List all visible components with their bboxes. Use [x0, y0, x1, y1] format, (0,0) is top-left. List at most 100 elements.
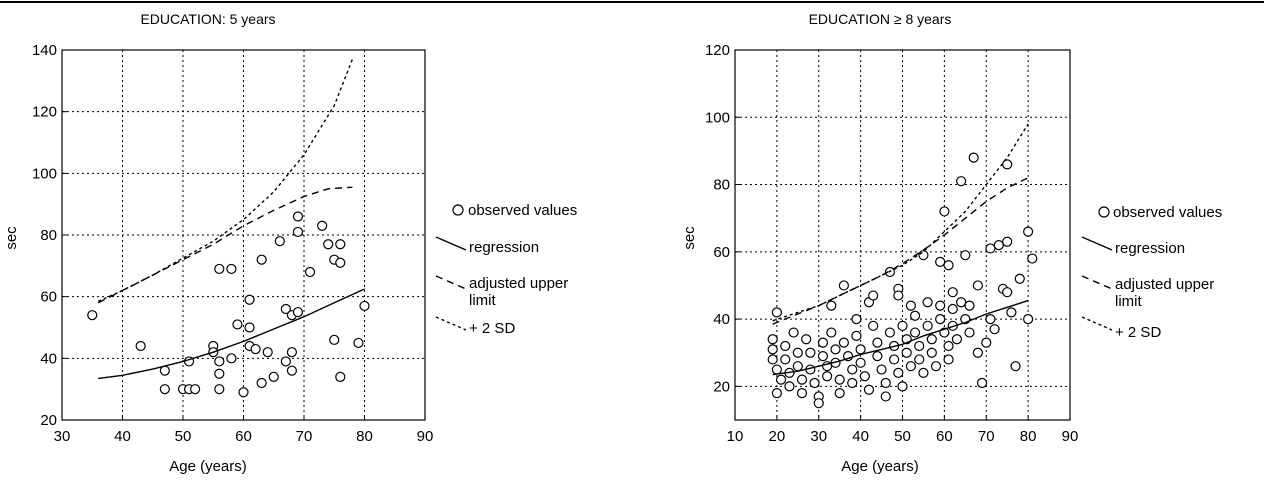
observed-point [909, 327, 921, 338]
observed-point [830, 344, 841, 355]
x-tick-label: 50 [175, 428, 192, 445]
observed-point [1023, 313, 1034, 325]
y-tick-label: 20 [40, 412, 57, 429]
observed-point [889, 354, 900, 365]
observed-point [329, 334, 340, 345]
y-tick-label: 120 [32, 104, 57, 121]
observed-point [262, 347, 273, 358]
observed-point [1023, 226, 1034, 237]
observed-point [1010, 361, 1021, 372]
observed-point [935, 256, 946, 268]
x-tick-label: 10 [727, 428, 744, 445]
observed-point [268, 371, 279, 382]
chart-left: EDUCATION: 5 years Age (years) sec 30 40 5… [3, 11, 577, 475]
observed-point [1027, 253, 1038, 264]
observed-point [323, 239, 334, 250]
plus-2sd-line [772, 123, 1029, 322]
observed-point [250, 343, 261, 355]
legend-regression-swatch [435, 236, 467, 251]
observed-point [280, 303, 291, 315]
observed-point [985, 313, 996, 325]
observed-point [897, 381, 908, 392]
observed-point [939, 206, 950, 217]
observed-point [317, 220, 328, 231]
plus-2sd-line [98, 59, 354, 302]
observed-point [985, 243, 996, 254]
observed-point [801, 334, 812, 345]
observed-point [989, 324, 1000, 335]
observed-point [1002, 236, 1013, 247]
chart-left-legend: observed values regression adjusted uppe… [435, 202, 577, 337]
observed-point [838, 337, 849, 348]
observed-point [897, 320, 908, 331]
legend-2sd-label: + 2 SD [1115, 324, 1161, 341]
observed-point [926, 334, 937, 345]
y-tick-label: 40 [40, 350, 57, 367]
x-tick-label: 40 [114, 428, 131, 445]
observed-point [809, 377, 820, 389]
y-tick-label: 100 [705, 109, 730, 126]
observed-point [855, 344, 866, 355]
y-tick-label: 60 [713, 244, 730, 261]
x-tick-label: 30 [54, 428, 71, 445]
observed-point [826, 300, 837, 311]
chart-right-legend: observed values regression adjusted uppe… [1081, 204, 1222, 341]
observed-point [847, 377, 858, 389]
observed-point [880, 391, 891, 402]
observed-point [993, 239, 1004, 251]
observed-point [926, 347, 937, 358]
observed-point [943, 260, 954, 271]
observed-point [872, 337, 883, 348]
observed-point [947, 303, 958, 315]
observed-point [930, 361, 942, 372]
observed-point [905, 361, 916, 372]
x-tick-label: 40 [852, 428, 869, 445]
legend-observed-marker [1098, 206, 1110, 218]
observed-point [767, 334, 778, 345]
observed-point [353, 337, 364, 349]
observed-point [947, 287, 958, 298]
adjusted-upper-limit-line [97, 186, 353, 304]
x-tick-label: 80 [1020, 428, 1037, 445]
x-tick-label: 30 [810, 428, 827, 445]
legend-adjusted-label-line1: adjusted upper [469, 275, 568, 292]
observed-point [159, 384, 170, 395]
observed-point [956, 176, 967, 187]
observed-point [956, 297, 967, 308]
x-tick-label: 50 [894, 428, 911, 445]
chart-right-ylabel: sec [681, 226, 698, 250]
observed-point [286, 365, 297, 376]
observed-point [964, 327, 975, 338]
observed-point [792, 361, 803, 372]
observed-point [280, 356, 291, 367]
observed-point [813, 398, 824, 409]
legend-2sd-label: + 2 SD [469, 320, 515, 337]
observed-point [238, 387, 249, 398]
observed-point [335, 239, 346, 250]
observed-point [935, 300, 946, 311]
y-tick-label: 80 [40, 227, 57, 244]
observed-point [855, 357, 866, 368]
observed-point [817, 337, 829, 348]
observed-point [359, 300, 370, 312]
observed-point [226, 263, 237, 275]
observed-point [972, 347, 983, 358]
observed-point [1002, 287, 1013, 298]
legend-regression-label: regression [1115, 240, 1185, 257]
y-tick-label: 120 [705, 42, 730, 59]
legend-2sd-swatch [1081, 316, 1113, 331]
observed-point [87, 310, 98, 321]
observed-point [256, 377, 267, 389]
chart-left-title: EDUCATION: 5 years [140, 11, 275, 27]
observed-point [922, 320, 933, 331]
observed-point [893, 367, 904, 379]
observed-point [771, 307, 782, 318]
observed-point [256, 254, 267, 265]
regression-line [772, 299, 1029, 376]
legend-observed-marker [452, 204, 464, 216]
legend-adjusted-swatch [435, 275, 467, 290]
observed-point [214, 368, 225, 379]
observed-point [964, 300, 975, 311]
observed-point [771, 364, 782, 375]
x-tick-label: 70 [978, 428, 995, 445]
